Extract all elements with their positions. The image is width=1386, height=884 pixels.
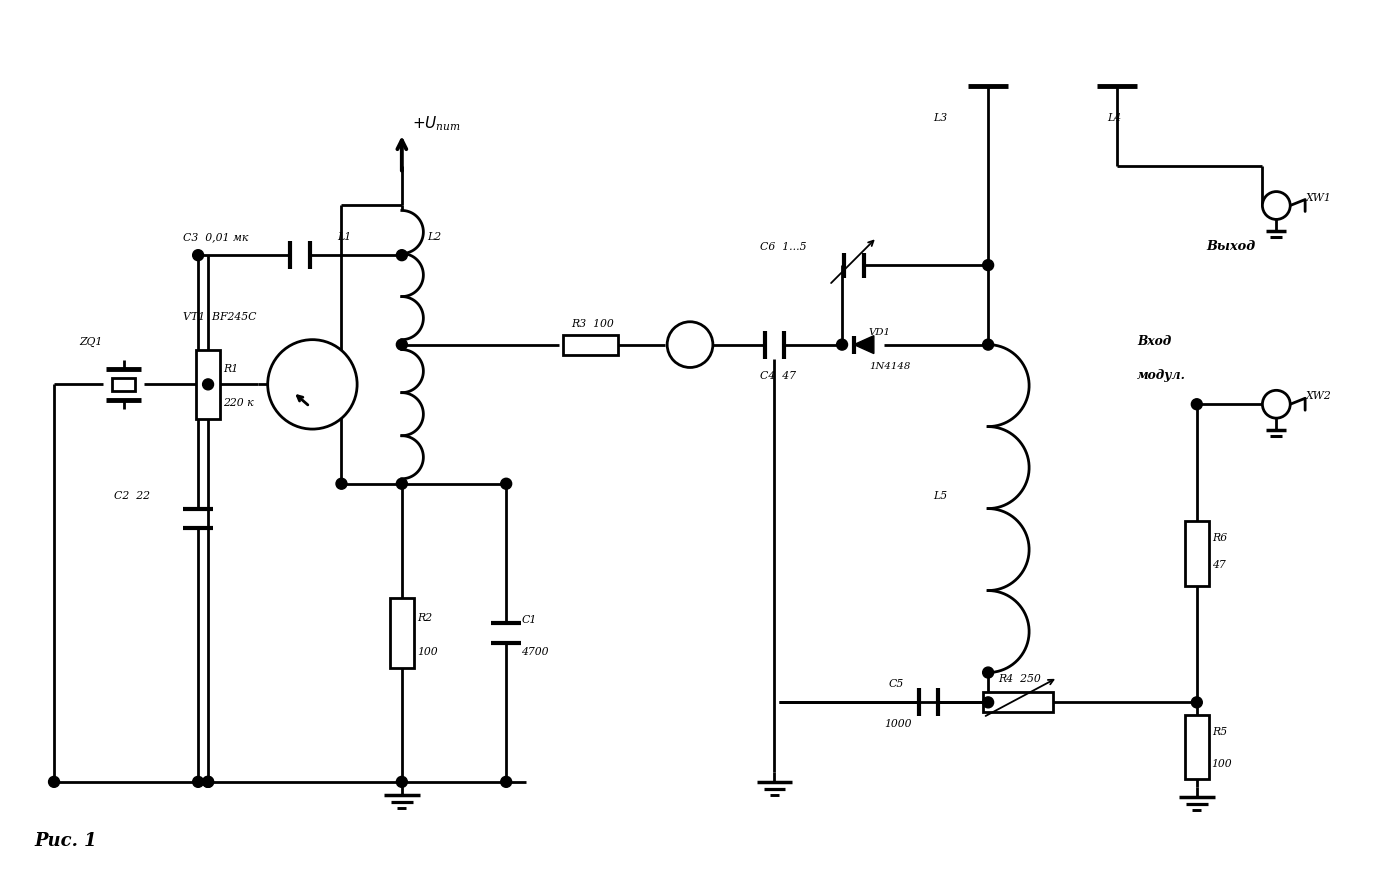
Text: 1N4148: 1N4148	[869, 362, 911, 371]
Polygon shape	[854, 336, 873, 354]
Bar	[1185, 521, 1209, 585]
Circle shape	[335, 478, 346, 489]
Text: VT1  BF245C: VT1 BF245C	[183, 312, 256, 322]
Circle shape	[983, 260, 994, 271]
Circle shape	[983, 339, 994, 350]
Text: C1: C1	[521, 615, 536, 625]
Circle shape	[500, 776, 511, 788]
Circle shape	[49, 776, 60, 788]
Text: R3  100: R3 100	[571, 319, 614, 329]
Text: Рис. 1: Рис. 1	[35, 833, 97, 850]
Text: L1: L1	[337, 232, 352, 242]
Circle shape	[1192, 399, 1202, 409]
Circle shape	[396, 339, 407, 350]
Text: L5: L5	[934, 491, 948, 500]
Text: 220 к: 220 к	[223, 398, 254, 408]
Text: 1000: 1000	[884, 720, 911, 729]
Circle shape	[202, 776, 213, 788]
Text: 47: 47	[1211, 560, 1225, 570]
Circle shape	[202, 776, 213, 788]
Circle shape	[1192, 697, 1202, 708]
Text: VD1: VD1	[869, 328, 891, 337]
Circle shape	[1263, 192, 1290, 219]
Text: R2: R2	[417, 613, 432, 623]
Text: R6: R6	[1211, 533, 1227, 544]
Circle shape	[267, 339, 358, 429]
Circle shape	[396, 249, 407, 261]
Circle shape	[500, 478, 511, 489]
Circle shape	[202, 379, 213, 390]
Text: C5: C5	[888, 680, 904, 690]
Text: Выход: Выход	[1207, 240, 1256, 253]
Bar	[563, 335, 618, 354]
Text: XW2: XW2	[1306, 392, 1332, 401]
Text: L4: L4	[1107, 113, 1121, 123]
Bar	[389, 598, 414, 667]
Text: 4700: 4700	[521, 647, 549, 657]
Text: 100: 100	[1211, 759, 1232, 769]
Circle shape	[193, 249, 204, 261]
Text: Вход: Вход	[1137, 335, 1171, 347]
Text: C2  22: C2 22	[114, 491, 150, 500]
Text: R1: R1	[223, 364, 238, 375]
Text: 100: 100	[417, 647, 438, 657]
Text: C3  0,01 мк: C3 0,01 мк	[183, 232, 248, 242]
Circle shape	[1263, 391, 1290, 418]
Circle shape	[983, 667, 994, 678]
Circle shape	[837, 339, 847, 350]
Text: $+U_{\mathregular{пит}}$: $+U_{\mathregular{пит}}$	[412, 114, 460, 133]
Circle shape	[667, 322, 712, 368]
Bar	[197, 349, 220, 419]
Circle shape	[396, 776, 407, 788]
Text: R4  250: R4 250	[998, 674, 1041, 684]
Text: XW1: XW1	[1306, 193, 1332, 202]
Bar	[112, 378, 136, 391]
Text: L2: L2	[427, 232, 441, 242]
Bar	[1185, 715, 1209, 780]
Text: модул.: модул.	[1137, 370, 1186, 383]
Text: L3: L3	[934, 113, 948, 123]
Bar	[983, 692, 1053, 713]
Circle shape	[396, 478, 407, 489]
Text: ZQ1: ZQ1	[79, 337, 103, 347]
Circle shape	[983, 697, 994, 708]
Text: C4  47: C4 47	[760, 371, 796, 381]
Text: C6  1...5: C6 1...5	[760, 242, 807, 252]
Text: R5: R5	[1211, 728, 1227, 737]
Circle shape	[193, 776, 204, 788]
